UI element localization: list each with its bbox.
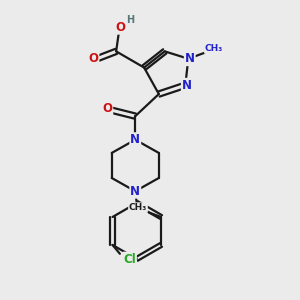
Text: CH₃: CH₃ <box>205 44 223 53</box>
Text: H: H <box>126 15 134 25</box>
Text: N: N <box>185 52 195 65</box>
Text: O: O <box>116 21 126 34</box>
Text: N: N <box>130 133 140 146</box>
Text: N: N <box>182 79 192 92</box>
Text: CH₃: CH₃ <box>129 203 147 212</box>
Text: N: N <box>130 185 140 198</box>
Text: Cl: Cl <box>123 253 136 266</box>
Text: O: O <box>102 102 112 115</box>
Text: O: O <box>88 52 98 65</box>
